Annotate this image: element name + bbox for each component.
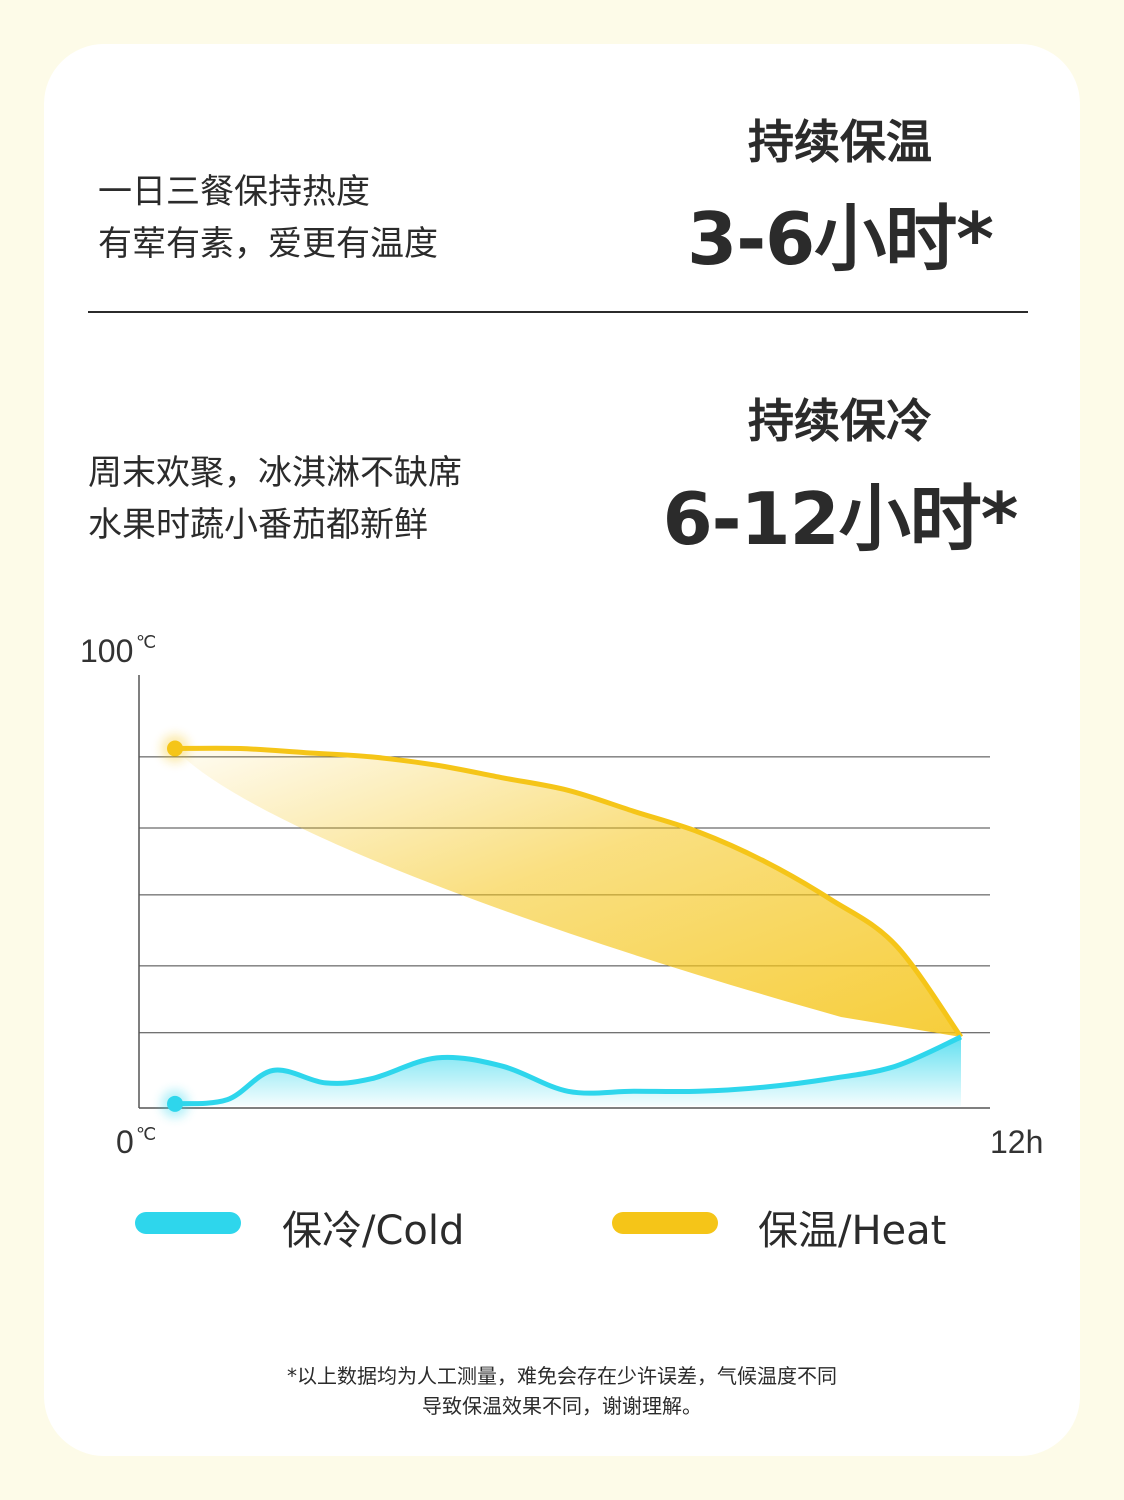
cold-description: 周末欢聚，冰淇淋不缺席 水果时蔬小番茄都新鲜 [88, 447, 462, 551]
legend-swatch-heat [612, 1212, 718, 1234]
legend-swatch-cold [135, 1212, 241, 1234]
cold-start-marker [167, 1095, 183, 1112]
cold-duration: 6-12小时* [662, 477, 1019, 561]
legend-label-heat: 保温/Heat [758, 1208, 947, 1254]
cold-desc-line1: 周末欢聚，冰淇淋不缺席 [88, 453, 462, 493]
heat-description: 一日三餐保持热度 有荤有素，爱更有温度 [98, 166, 438, 270]
cold-headline: 持续保冷 [748, 394, 932, 448]
heat-desc-line1: 一日三餐保持热度 [98, 172, 370, 212]
heat-headline: 持续保温 [748, 115, 932, 169]
heat-series-line [174, 745, 964, 1039]
y-top-tick-value: 100 [80, 633, 133, 669]
section-divider [88, 311, 1028, 313]
y-bottom-tick-unit: ℃ [136, 1124, 156, 1144]
heat-area-fill [175, 748, 961, 1037]
x-end-tick-label: 12h [990, 1124, 1043, 1160]
footnote: *以上数据均为人工测量，难免会存在少许误差，气候温度不同 导致保温效果不同，谢谢… [0, 1361, 1124, 1421]
heat-desc-line2: 有荤有素，爱更有温度 [98, 224, 438, 264]
heat-duration: 3-6小时* [687, 197, 994, 281]
y-bottom-tick-value: 0 [116, 1124, 134, 1160]
footnote-line2: 导致保温效果不同，谢谢理解。 [422, 1394, 702, 1418]
footnote-line1: *以上数据均为人工测量，难免会存在少许误差，气候温度不同 [287, 1364, 837, 1388]
heat-start-marker [167, 740, 183, 757]
cold-series-line [174, 1034, 963, 1107]
y-top-tick-unit: ℃ [136, 632, 156, 652]
legend-label-cold: 保冷/Cold [282, 1208, 465, 1254]
cold-desc-line2: 水果时蔬小番茄都新鲜 [88, 505, 428, 545]
